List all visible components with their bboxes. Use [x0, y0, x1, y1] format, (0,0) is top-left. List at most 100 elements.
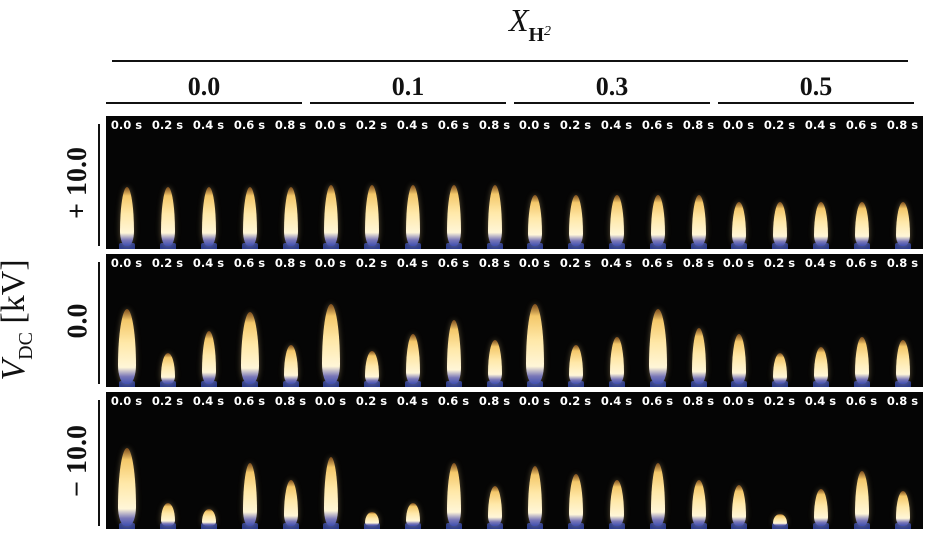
- time-label: 0.8 s: [682, 118, 715, 132]
- flame-frame: 0.2 s: [555, 392, 596, 529]
- burner-tip: [608, 523, 625, 529]
- flame-frame: 0.2 s: [147, 392, 188, 529]
- time-label: 0.6 s: [233, 394, 266, 408]
- time-label: 0.8 s: [886, 394, 919, 408]
- flame-shape: [854, 202, 869, 246]
- burner-tip: [486, 243, 503, 249]
- time-label: 0.2 s: [151, 118, 184, 132]
- time-label: 0.4 s: [396, 256, 429, 270]
- burner-tip: [159, 243, 176, 249]
- burner-tip: [322, 381, 339, 387]
- burner-tip: [404, 243, 421, 249]
- flame-shape: [487, 185, 502, 246]
- flame-frame: 0.2 s: [759, 254, 800, 387]
- burner-tip: [690, 523, 707, 529]
- burner-tip: [812, 523, 829, 529]
- time-label: 0.4 s: [396, 394, 429, 408]
- burner-tip: [241, 381, 258, 387]
- flame-shape: [731, 485, 746, 526]
- burner-tip: [649, 243, 666, 249]
- flame-shape: [323, 185, 338, 246]
- flame-shape: [813, 347, 828, 384]
- flame-photo-panel: 0.0 s 0.2 s 0.4 s 0.6 s 0.8 s: [106, 392, 311, 529]
- flame-shape: [283, 345, 298, 384]
- burner-tip: [730, 523, 747, 529]
- row-rule: [98, 124, 100, 246]
- flame-shape: [240, 312, 259, 384]
- flame-frame: 0.2 s: [759, 116, 800, 249]
- time-label: 0.6 s: [437, 118, 470, 132]
- flame-frame: 0.4 s: [596, 392, 637, 529]
- flame-shape: [895, 202, 910, 246]
- flame-photo-panel: 0.0 s 0.2 s 0.4 s 0.6 s 0.8 s: [718, 392, 923, 529]
- flame-shape: [405, 185, 420, 246]
- burner-tip: [853, 381, 870, 387]
- flame-shape: [813, 202, 828, 246]
- time-label: 0.2 s: [355, 394, 388, 408]
- flame-shape: [405, 334, 420, 384]
- flame-shape: [201, 187, 216, 246]
- time-label: 0.0 s: [314, 394, 347, 408]
- burner-tip: [159, 523, 176, 529]
- time-label: 0.6 s: [845, 256, 878, 270]
- column-rule: [310, 102, 506, 104]
- time-label: 0.2 s: [559, 394, 592, 408]
- row-header: − 10.0: [62, 425, 93, 497]
- burner-tip: [486, 381, 503, 387]
- flame-shape: [772, 202, 787, 246]
- flame-frame: 0.4 s: [188, 116, 229, 249]
- burner-tip: [730, 243, 747, 249]
- time-label: 0.2 s: [559, 256, 592, 270]
- burner-tip: [649, 381, 666, 387]
- flame-shape: [117, 309, 136, 384]
- flame-shape: [364, 185, 379, 246]
- flame-shape: [648, 309, 667, 384]
- time-label: 0.0 s: [518, 256, 551, 270]
- time-label: 0.6 s: [233, 256, 266, 270]
- burner-tip: [363, 523, 380, 529]
- burner-tip: [526, 523, 543, 529]
- flame-frame: 0.8 s: [474, 254, 515, 387]
- flame-frame: 0.0 s: [106, 116, 147, 249]
- burner-tip: [118, 381, 135, 387]
- time-label: 0.0 s: [518, 118, 551, 132]
- flame-frame: 0.4 s: [596, 116, 637, 249]
- time-label: 0.2 s: [763, 256, 796, 270]
- time-label: 0.4 s: [600, 394, 633, 408]
- flame-frame: 0.8 s: [270, 116, 311, 249]
- flame-frame: 0.0 s: [106, 392, 147, 529]
- flame-shape: [854, 471, 869, 526]
- time-label: 0.4 s: [600, 118, 633, 132]
- flame-shape: [117, 448, 136, 526]
- y-axis-title: VDC [kV]: [0, 259, 37, 380]
- time-label: 0.2 s: [151, 394, 184, 408]
- flame-shape: [446, 185, 461, 246]
- row-header: 0.0: [62, 303, 93, 339]
- burner-tip: [118, 243, 135, 249]
- time-label: 0.0 s: [314, 118, 347, 132]
- burner-tip: [241, 523, 258, 529]
- burner-tip: [812, 381, 829, 387]
- flame-shape: [854, 337, 869, 384]
- column-header: 0.5: [799, 72, 833, 101]
- burner-tip: [690, 381, 707, 387]
- time-label: 0.2 s: [763, 118, 796, 132]
- flame-frame: 0.0 s: [718, 392, 759, 529]
- flame-frame: 0.6 s: [229, 254, 270, 387]
- flame-shape: [525, 304, 544, 384]
- time-label: 0.0 s: [314, 256, 347, 270]
- time-label: 0.2 s: [559, 118, 592, 132]
- flame-shape: [691, 328, 706, 384]
- burner-tip: [771, 243, 788, 249]
- row-header: + 10.0: [62, 147, 93, 219]
- flame-shape: [364, 512, 379, 526]
- burner-tip: [690, 243, 707, 249]
- flame-frame: 0.0 s: [310, 116, 351, 249]
- time-label: 0.2 s: [151, 256, 184, 270]
- flame-shape: [691, 480, 706, 526]
- burner-tip: [445, 523, 462, 529]
- flame-shape: [609, 195, 624, 246]
- time-label: 0.8 s: [274, 118, 307, 132]
- flame-shape: [201, 331, 216, 384]
- flame-photo-panel: 0.0 s 0.2 s 0.4 s 0.6 s 0.8 s: [514, 392, 719, 529]
